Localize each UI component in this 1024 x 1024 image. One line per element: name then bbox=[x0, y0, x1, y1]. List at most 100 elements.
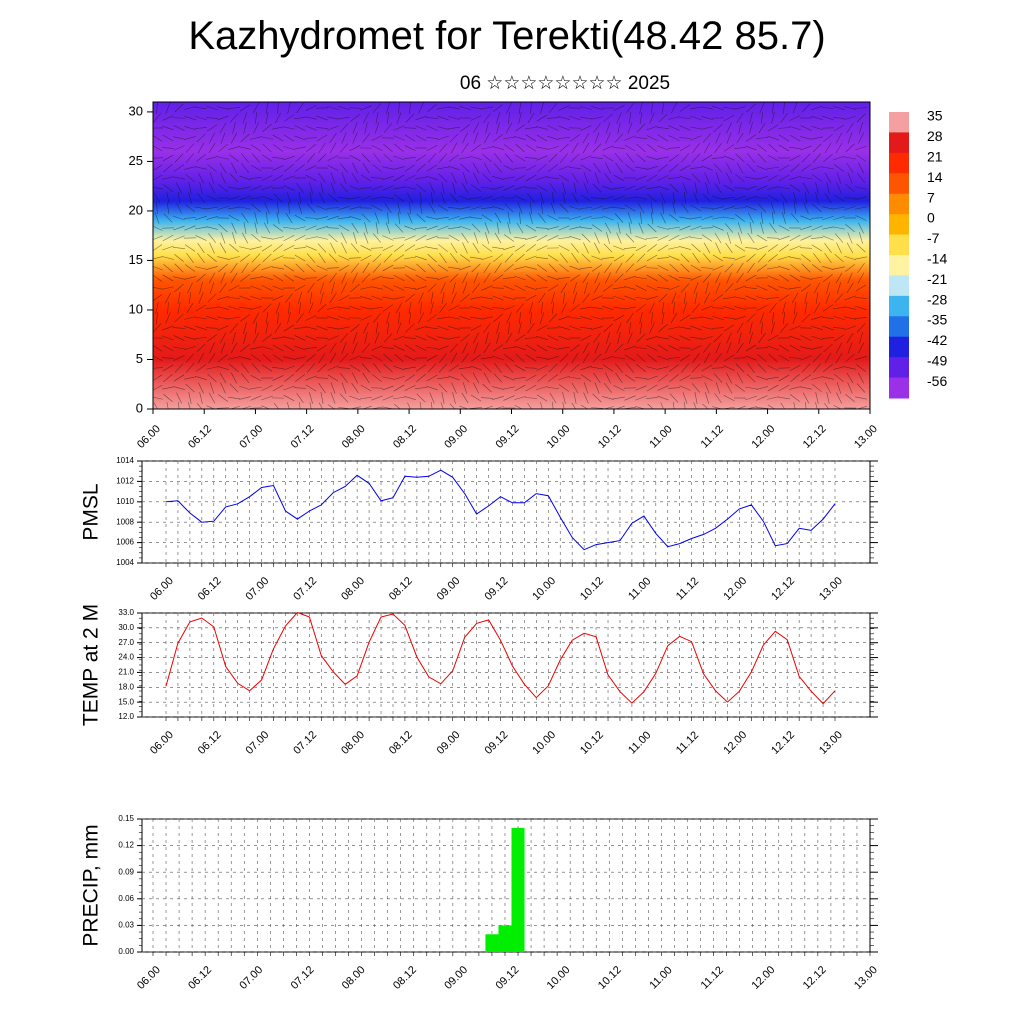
y-tick-label: 1010 bbox=[116, 497, 134, 506]
x-tick-label: 06.12 bbox=[186, 423, 214, 451]
colorbar-label: -21 bbox=[927, 271, 947, 287]
x-tick-label: 10.00 bbox=[545, 423, 573, 451]
x-tick-label: 12.12 bbox=[769, 575, 797, 603]
x-tick-label: 06.12 bbox=[196, 729, 224, 757]
colorbar-swatch bbox=[889, 295, 909, 317]
y-tick-label: 24.0 bbox=[118, 653, 134, 662]
x-tick-label: 10.12 bbox=[596, 964, 624, 992]
y-tick-label: 33.0 bbox=[118, 608, 134, 617]
colorbar-swatch bbox=[889, 152, 909, 174]
x-tick-label: 07.12 bbox=[291, 729, 319, 757]
x-tick-label: 06.12 bbox=[196, 575, 224, 603]
colorbar-label: 0 bbox=[927, 210, 935, 226]
y-tick-label: 15.0 bbox=[118, 697, 134, 706]
x-tick-label: 07.00 bbox=[237, 964, 265, 992]
x-tick-label: 11.12 bbox=[699, 423, 726, 450]
x-tick-label: 08.00 bbox=[339, 575, 367, 603]
colorbar-swatch bbox=[889, 132, 909, 154]
x-tick-label: 12.00 bbox=[721, 729, 749, 757]
series-line bbox=[165, 469, 836, 551]
colorbar-label: -35 bbox=[927, 312, 947, 328]
colorbar-swatch bbox=[889, 316, 909, 338]
y-tick-label: 0.03 bbox=[118, 921, 134, 930]
x-tick-label: 07.00 bbox=[244, 575, 272, 603]
x-tick-label: 07.12 bbox=[289, 964, 317, 992]
y-tick-label: 20 bbox=[129, 202, 143, 217]
x-tick-label: 09.12 bbox=[482, 729, 510, 757]
y-axis-title: PMSL bbox=[80, 483, 103, 540]
pmsl-panel: 1004 1006 1008 1010 1012 1014 06.00 06.12 07.00 0… bbox=[80, 456, 878, 603]
y-tick-label: 0.12 bbox=[118, 841, 134, 850]
x-tick-label: 08.12 bbox=[391, 423, 419, 451]
colorbar-swatch bbox=[889, 357, 909, 379]
colorbar-swatch bbox=[889, 214, 909, 236]
series-line bbox=[165, 611, 836, 705]
x-tick-label: 13.00 bbox=[817, 729, 845, 757]
x-tick-label: 11.00 bbox=[626, 575, 653, 602]
y-tick-label: 0.09 bbox=[118, 867, 134, 876]
colorbar-swatch bbox=[889, 255, 909, 276]
x-tick-label: 06.00 bbox=[148, 729, 176, 757]
y-axis-title: TEMP at 2 M bbox=[80, 604, 103, 726]
x-tick-label: 10.00 bbox=[530, 575, 558, 603]
y-axis-title: PRECIP, mm bbox=[80, 824, 103, 946]
x-tick-label: 13.00 bbox=[852, 423, 880, 451]
x-tick-label: 10.00 bbox=[530, 729, 558, 757]
x-tick-label: 08.12 bbox=[387, 729, 415, 757]
precip-bar bbox=[485, 934, 499, 952]
x-tick-label: 08.12 bbox=[391, 964, 419, 992]
y-tick-label: 1014 bbox=[116, 456, 134, 465]
x-tick-label: 13.00 bbox=[852, 964, 880, 992]
x-tick-label: 12.12 bbox=[769, 729, 797, 757]
x-tick-label: 12.00 bbox=[750, 964, 778, 992]
x-tick-label: 08.00 bbox=[340, 423, 368, 451]
x-tick-label: 10.12 bbox=[596, 423, 624, 451]
x-tick-label: 09.00 bbox=[442, 423, 470, 451]
y-tick-label: 0.00 bbox=[118, 947, 134, 956]
colorbar-swatch bbox=[889, 377, 909, 399]
x-tick-label: 10.12 bbox=[578, 729, 606, 757]
x-tick-label: 11.00 bbox=[647, 964, 674, 991]
x-tick-label: 11.00 bbox=[647, 423, 674, 450]
cross-section-panel: 0 5 10 15 20 25 30 06.00 06.12 07.00 07.12 08.00 08.… bbox=[129, 101, 880, 451]
x-tick-label: 12.12 bbox=[801, 964, 829, 992]
x-tick-label: 09.00 bbox=[435, 575, 463, 603]
x-tick-label: 08.00 bbox=[339, 729, 367, 757]
x-tick-label: 07.00 bbox=[237, 423, 265, 451]
precipitation-panel: 0.00 0.03 0.06 0.09 0.12 0.15 06.00 06.12 07.00 0… bbox=[80, 814, 880, 992]
x-tick-label: 08.00 bbox=[340, 964, 368, 992]
precip-bar bbox=[511, 827, 525, 952]
colorbar-label: -14 bbox=[927, 251, 947, 267]
x-tick-label: 11.12 bbox=[699, 964, 726, 991]
colorbar-label: -56 bbox=[927, 373, 947, 389]
x-tick-label: 11.12 bbox=[674, 729, 701, 756]
colorbar-label: -28 bbox=[927, 291, 947, 307]
x-tick-label: 11.00 bbox=[626, 729, 653, 756]
colorbar-swatch bbox=[889, 173, 909, 195]
y-tick-label: 1006 bbox=[116, 538, 134, 547]
colorbar-swatch bbox=[889, 234, 909, 256]
y-tick-label: 0.15 bbox=[118, 814, 134, 823]
precip-bar bbox=[498, 925, 512, 952]
x-tick-label: 12.00 bbox=[750, 423, 778, 451]
x-tick-label: 11.12 bbox=[674, 575, 701, 602]
x-tick-label: 06.12 bbox=[186, 964, 214, 992]
y-tick-label: 15 bbox=[129, 252, 143, 267]
colorbar-swatch bbox=[889, 193, 909, 215]
x-tick-label: 12.12 bbox=[801, 423, 829, 451]
x-tick-label: 10.00 bbox=[545, 964, 573, 992]
colorbar-label: -7 bbox=[927, 230, 940, 246]
y-tick-label: 10 bbox=[129, 301, 143, 316]
y-tick-label: 30 bbox=[129, 103, 143, 118]
x-tick-label: 08.12 bbox=[387, 575, 415, 603]
colorbar-label: -49 bbox=[927, 353, 947, 369]
colorbar-label: 28 bbox=[927, 128, 943, 144]
x-tick-label: 12.00 bbox=[721, 575, 749, 603]
x-tick-label: 06.00 bbox=[148, 575, 176, 603]
x-tick-label: 09.00 bbox=[435, 729, 463, 757]
panel-frame bbox=[141, 460, 871, 564]
x-tick-label: 09.00 bbox=[442, 964, 470, 992]
y-tick-label: 1004 bbox=[116, 558, 134, 567]
x-tick-label: 09.12 bbox=[493, 423, 521, 451]
